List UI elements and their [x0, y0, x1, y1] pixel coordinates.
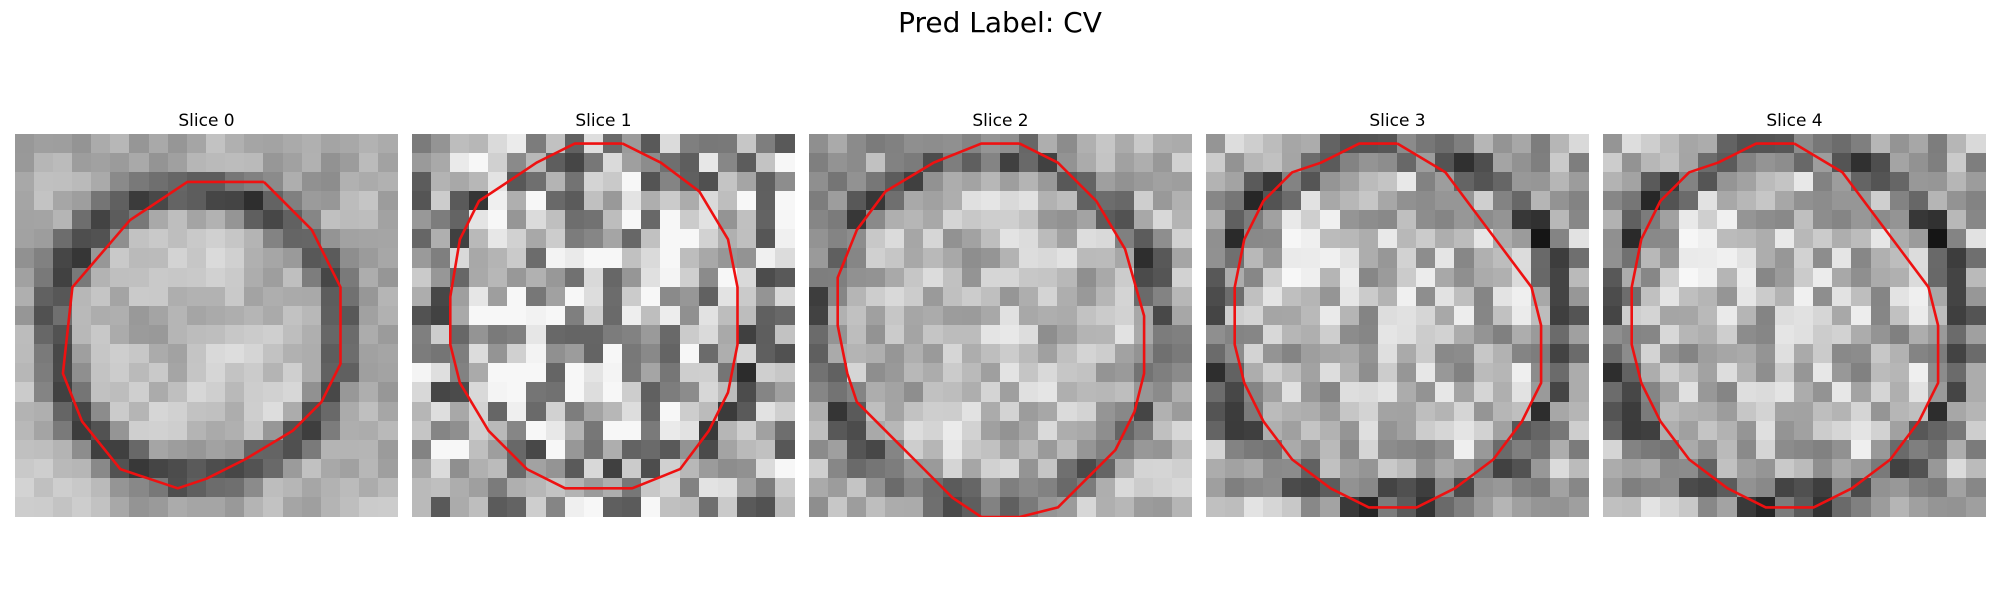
contour-line	[1632, 144, 1938, 508]
slice-title-2: Slice 2	[809, 110, 1192, 132]
slice-image-4	[1603, 134, 1986, 517]
segmentation-contour	[809, 134, 1192, 517]
contour-line	[838, 144, 1144, 517]
figure-title: Pred Label: CV	[0, 6, 2000, 40]
contour-line	[450, 144, 737, 489]
slice-image-2	[809, 134, 1192, 517]
segmentation-contour	[1206, 134, 1589, 517]
contour-line	[1235, 144, 1541, 508]
slice-title-4: Slice 4	[1603, 110, 1986, 132]
segmentation-contour	[1603, 134, 1986, 517]
slice-title-1: Slice 1	[412, 110, 795, 132]
segmentation-contour	[15, 134, 398, 517]
slice-title-3: Slice 3	[1206, 110, 1589, 132]
segmentation-contour	[412, 134, 795, 517]
contour-line	[63, 182, 341, 488]
slice-image-1	[412, 134, 795, 517]
slice-title-0: Slice 0	[15, 110, 398, 132]
slice-image-0	[15, 134, 398, 517]
slice-image-3	[1206, 134, 1589, 517]
